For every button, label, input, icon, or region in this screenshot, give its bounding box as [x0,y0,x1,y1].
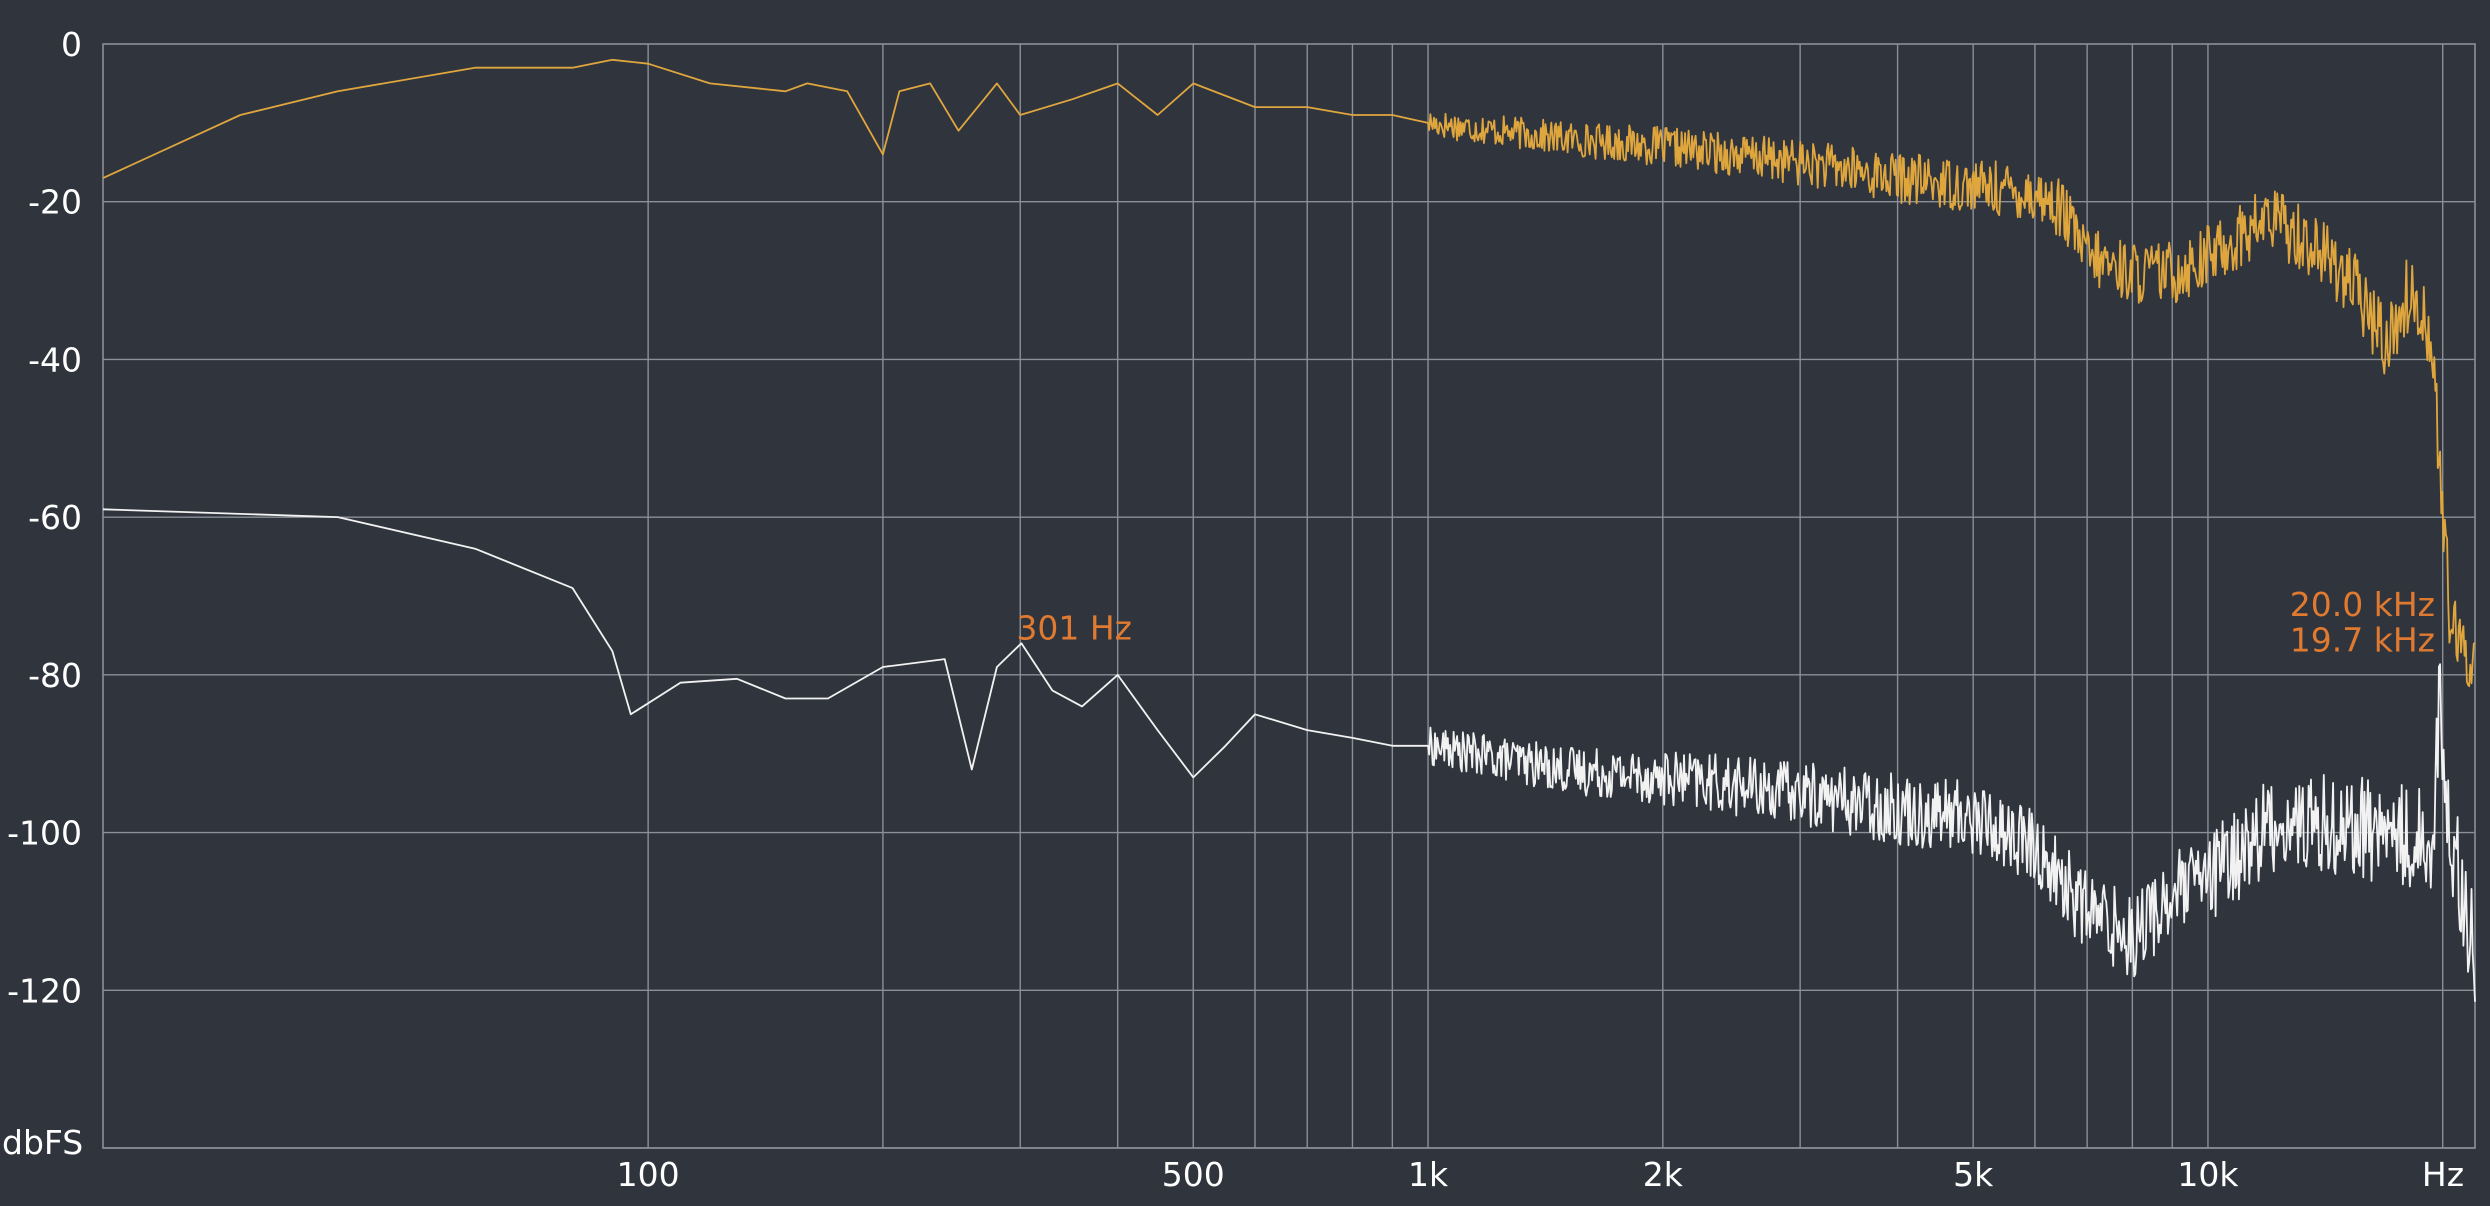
axis-labels: 0 -20 -40 -60 -80 -100 -120 100 500 1k 2k 5k 10k Hz db… [2,25,2464,1194]
y-tick-label: -120 [7,971,82,1010]
series-line-1 [102,508,2476,1002]
x-tick-label: 10k [2177,1155,2239,1194]
y-tick-label: -60 [28,498,82,537]
plot-frame [102,43,2476,1149]
y-tick-label: -40 [28,340,82,379]
y-axis-label: dbFS [2,1123,83,1162]
annotation-label: 19.7 kHz [2290,620,2435,659]
annotation-label: 20.0 kHz [2290,585,2435,624]
y-tick-label: -20 [28,183,82,222]
series-group [102,58,2476,1002]
x-tick-label: 2k [1643,1155,1684,1194]
grid [102,43,2476,1149]
x-tick-label: 5k [1953,1155,1994,1194]
y-tick-label: -100 [7,814,82,853]
x-tick-label: 500 [1162,1155,1225,1194]
y-tick-label: 0 [61,25,82,64]
annotation-label: 301 Hz [1016,609,1132,648]
x-tick-label: 100 [617,1155,680,1194]
x-unit-label: Hz [2422,1155,2464,1194]
y-tick-label: -80 [28,656,82,695]
series-line-0 [102,58,2476,688]
x-tick-label: 1k [1408,1155,1449,1194]
